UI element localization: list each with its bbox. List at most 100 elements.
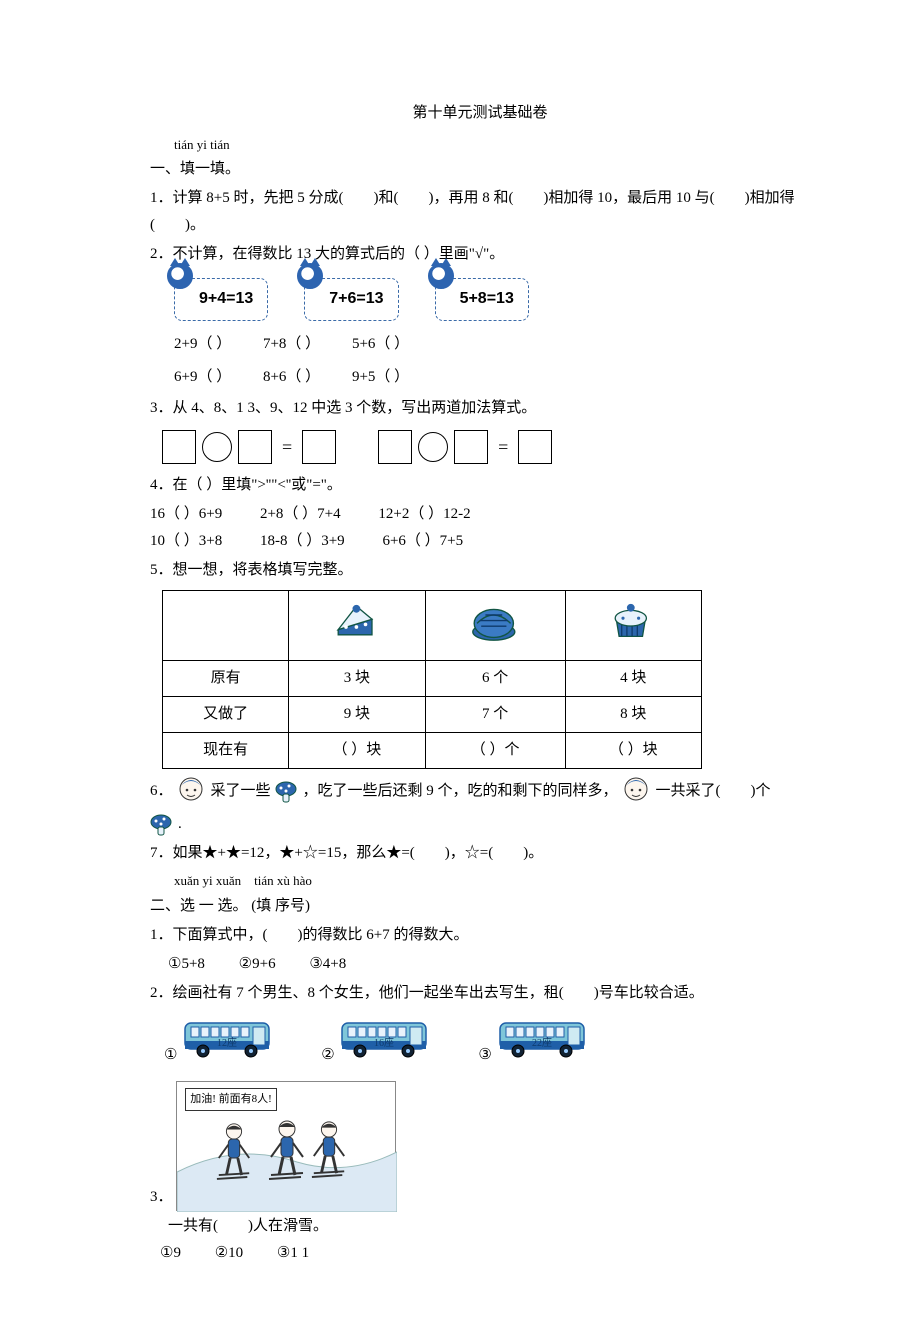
option: ③4+8 xyxy=(309,956,346,972)
option: ①5+8 xyxy=(168,956,205,972)
q6-text: ，吃了一些后还剩 9 个，吃的和剩下的同样多， xyxy=(303,778,618,805)
table-cell: 现在有 xyxy=(163,733,289,769)
table-cell: （ ）个 xyxy=(425,733,565,769)
cmp: 18-8（ ）3+9 xyxy=(260,533,345,549)
expr: 6+9（ ） xyxy=(174,369,231,385)
bus-icon: 12座 xyxy=(183,1015,277,1059)
child-head-icon xyxy=(177,775,207,805)
equals-sign: = xyxy=(282,431,292,463)
expr: 8+6（ ） xyxy=(263,369,320,385)
option: ②10 xyxy=(215,1245,243,1261)
table-cell: 8 块 xyxy=(565,697,701,733)
table-image-cell xyxy=(425,591,565,661)
table-cell: 9 块 xyxy=(289,697,425,733)
option: ③1 1 xyxy=(277,1245,309,1261)
equals-sign: = xyxy=(498,431,508,463)
q6-period: . xyxy=(178,811,182,838)
q3: 3．从 4、8、1 3、9、12 中选 3 个数，写出两道加法算式。 xyxy=(150,395,810,422)
section1-pinyin: tián yi tián xyxy=(174,133,810,156)
bus-options: ① 12座 ② 16座 ③ 22座 xyxy=(164,1015,810,1069)
expr: 9+5（ ） xyxy=(352,369,409,385)
expr: 7+8（ ） xyxy=(263,336,320,352)
option: ②9+6 xyxy=(239,956,276,972)
number-box xyxy=(238,430,272,464)
s2-q1-options: ①5+8 ②9+6 ③4+8 xyxy=(168,951,810,978)
option: ①9 xyxy=(160,1245,181,1261)
cat-icon xyxy=(167,263,193,289)
mushroom-icon xyxy=(150,814,174,838)
card-2: 7+6=13 xyxy=(304,278,398,321)
s2-q1: 1．下面算式中，( )的得数比 6+7 的得数大。 xyxy=(150,922,810,949)
table-cell xyxy=(163,591,289,661)
expr: 2+9（ ） xyxy=(174,336,231,352)
table-cell: （ ）块 xyxy=(565,733,701,769)
bus-icon: 16座 xyxy=(340,1015,434,1059)
expr: 5+6（ ） xyxy=(352,336,409,352)
table-image-cell xyxy=(289,591,425,661)
cmp: 16（ ）6+9 xyxy=(150,506,222,522)
table-cell: （ ）块 xyxy=(289,733,425,769)
table-cell: 6 个 xyxy=(425,661,565,697)
number-box xyxy=(162,430,196,464)
s2-q3: 3． 加油! 前面有8人! xyxy=(150,1081,810,1211)
pie-icon xyxy=(470,601,520,641)
q2-cards: 9+4=13 7+6=13 5+8=13 xyxy=(174,278,810,321)
q7: 7．如果★+★=12，★+☆=15，那么★=( )，☆=( )。 xyxy=(150,840,810,867)
svg-text:22座: 22座 xyxy=(532,1036,552,1049)
table-cell: 4 块 xyxy=(565,661,701,697)
bus-num: ① xyxy=(164,1047,177,1063)
cmp: 2+8（ ）7+4 xyxy=(260,506,341,522)
q2: 2．不计算，在得数比 13 大的算式后的（ ）里画"√"。 xyxy=(150,241,810,268)
q4-row1: 16（ ）6+9 2+8（ ）7+4 12+2（ ）12-2 xyxy=(150,501,810,528)
section1-heading: 一、填一填。 xyxy=(150,156,810,183)
q2-row2: 6+9（ ） 8+6（ ） 9+5（ ） xyxy=(174,364,810,391)
operator-box xyxy=(418,432,448,462)
q6: 6． 采了一些 ，吃了一些后还剩 9 个，吃的和剩下的同样多， 一共采了( )个 xyxy=(150,775,810,805)
bus-option-2: ② 16座 xyxy=(321,1015,434,1069)
bus-option-3: ③ 22座 xyxy=(478,1015,591,1069)
table-image-cell xyxy=(565,591,701,661)
card-3: 5+8=13 xyxy=(435,278,529,321)
q6-num: 6． xyxy=(150,778,173,805)
number-box xyxy=(454,430,488,464)
number-box xyxy=(518,430,552,464)
cat-icon xyxy=(297,263,323,289)
q3-boxes: = = xyxy=(162,430,810,464)
q6-text: 一共采了( )个 xyxy=(656,778,771,805)
bus-option-1: ① 12座 xyxy=(164,1015,277,1069)
s2-q3-options: ①9 ②10 ③1 1 xyxy=(160,1240,810,1267)
section2-pinyin: xuǎn yi xuǎn tián xù hào xyxy=(174,869,810,892)
bus-num: ③ xyxy=(478,1047,491,1063)
speech-bubble: 加油! 前面有8人! xyxy=(185,1088,277,1112)
child-head-icon xyxy=(622,775,652,805)
q3-num: 3． xyxy=(150,1189,173,1205)
card-text: 5+8=13 xyxy=(460,290,514,307)
q6-text: 采了一些 xyxy=(211,778,271,805)
q6-tail: . xyxy=(150,811,810,838)
table-cell: 7 个 xyxy=(425,697,565,733)
cake-slice-icon xyxy=(333,601,381,641)
page-title: 第十单元测试基础卷 xyxy=(150,100,810,127)
s2-q2: 2．绘画社有 7 个男生、8 个女生，他们一起坐车出去写生，租( )号车比较合适… xyxy=(150,980,810,1007)
bus-num: ② xyxy=(321,1047,334,1063)
number-box xyxy=(302,430,336,464)
mushroom-icon xyxy=(275,781,299,805)
cmp: 6+6（ ）7+5 xyxy=(382,533,463,549)
q4-row2: 10（ ）3+8 18-8（ ）3+9 6+6（ ）7+5 xyxy=(150,528,810,555)
svg-text:16座: 16座 xyxy=(374,1036,394,1049)
card-text: 9+4=13 xyxy=(199,290,253,307)
q4: 4．在（ ）里填">''"<''或"="。 xyxy=(150,472,810,499)
table-cell: 3 块 xyxy=(289,661,425,697)
cmp: 10（ ）3+8 xyxy=(150,533,222,549)
number-box xyxy=(378,430,412,464)
section2-heading: 二、选 一 选。 (填 序号) xyxy=(150,893,810,920)
cupcake-icon xyxy=(610,600,656,642)
svg-text:12座: 12座 xyxy=(217,1036,237,1049)
card-1: 9+4=13 xyxy=(174,278,268,321)
q5-table: 原有 3 块 6 个 4 块 又做了 9 块 7 个 8 块 现在有 （ ）块 … xyxy=(162,590,702,769)
q5: 5．想一想，将表格填写完整。 xyxy=(150,557,810,584)
cat-icon xyxy=(428,263,454,289)
q2-row1: 2+9（ ） 7+8（ ） 5+6（ ） xyxy=(174,331,810,358)
ski-illustration: 加油! 前面有8人! xyxy=(176,1081,396,1211)
card-text: 7+6=13 xyxy=(329,290,383,307)
